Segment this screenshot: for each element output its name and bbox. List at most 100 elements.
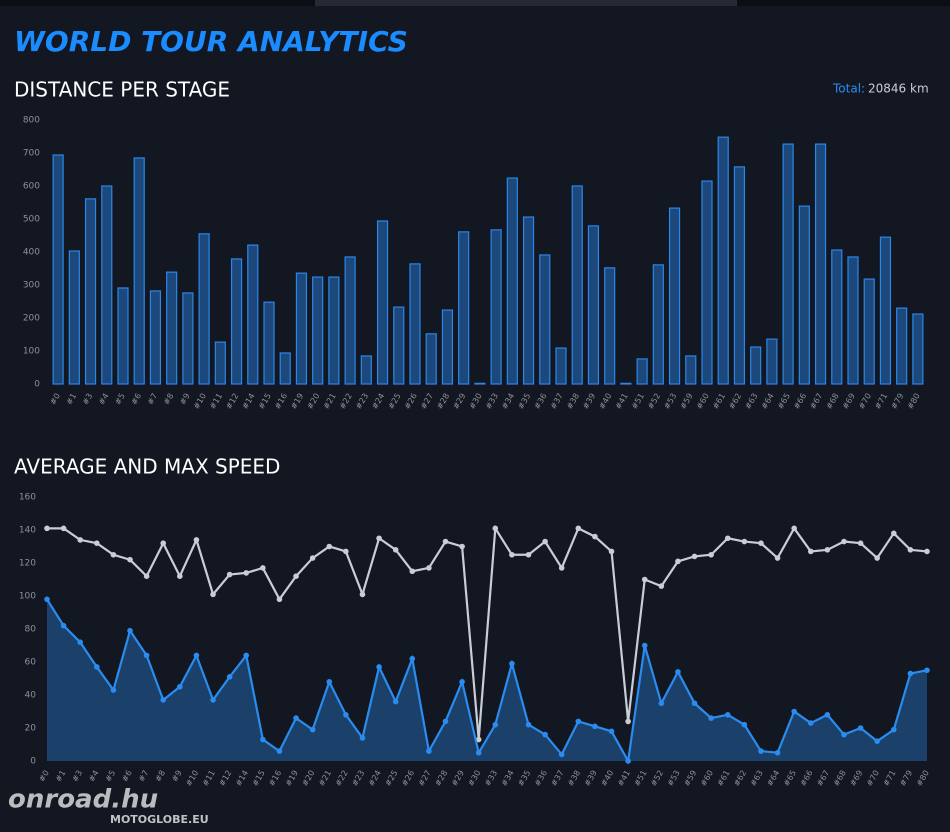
point	[409, 568, 416, 575]
y-tick-label: 600	[23, 182, 40, 192]
point	[708, 715, 714, 721]
x-tick-label: #62	[732, 769, 748, 788]
x-tick-label: #33	[484, 392, 500, 411]
point	[824, 547, 831, 553]
point	[525, 721, 532, 728]
x-tick-label: #62	[727, 392, 743, 411]
x-tick-label: #26	[400, 769, 416, 788]
bar	[490, 229, 502, 385]
point	[525, 551, 532, 558]
watermark-sub: MOTOGLOBE.EU	[110, 813, 209, 826]
y-tick-label: 140	[19, 526, 36, 536]
x-tick-label: #27	[417, 769, 433, 788]
x-tick-label: #7	[137, 769, 151, 784]
point	[641, 642, 648, 649]
x-tick-label: #63	[749, 769, 765, 788]
x-tick-label: #34	[500, 769, 516, 788]
point	[293, 573, 299, 579]
point	[691, 553, 698, 560]
point	[509, 551, 515, 558]
x-tick-label: #71	[873, 392, 889, 411]
bar	[214, 341, 226, 385]
bar	[571, 185, 583, 385]
point	[94, 664, 100, 670]
point	[658, 700, 665, 707]
bar	[782, 143, 794, 385]
point	[110, 551, 117, 558]
point	[243, 652, 250, 659]
x-tick-label: #25	[383, 769, 399, 788]
y-tick-label: 160	[19, 493, 36, 503]
point	[392, 698, 399, 705]
point	[160, 540, 167, 546]
bar	[295, 272, 308, 385]
point	[625, 758, 631, 764]
point	[824, 712, 831, 718]
point	[741, 538, 748, 545]
point	[276, 596, 283, 603]
y-tick-label: 100	[19, 592, 36, 602]
point	[44, 525, 50, 532]
bar	[230, 258, 243, 385]
bar	[685, 355, 697, 385]
x-tick-label: #24	[367, 769, 383, 788]
x-tick-label: #14	[234, 769, 250, 788]
point	[890, 726, 897, 733]
x-tick-label: #79	[889, 392, 905, 411]
bar	[312, 276, 324, 385]
x-tick-label: #3	[70, 769, 84, 784]
point	[724, 535, 731, 542]
x-tick-label: #19	[284, 769, 300, 788]
x-tick-label: #0	[48, 392, 62, 407]
x-tick-label: #22	[338, 392, 354, 411]
x-tick-label: #71	[881, 769, 897, 788]
y-tick-label: 60	[25, 658, 37, 668]
bar	[750, 346, 762, 385]
point	[874, 555, 880, 561]
bar	[166, 271, 178, 385]
point	[625, 718, 631, 725]
point	[276, 748, 283, 754]
x-tick-label: #19	[289, 392, 305, 411]
point	[210, 697, 216, 703]
x-tick-label: #68	[832, 769, 848, 788]
x-tick-label: #26	[403, 392, 419, 411]
point	[426, 565, 432, 571]
point	[542, 731, 548, 738]
line	[46, 598, 928, 765]
x-tick-label: #40	[597, 392, 613, 411]
x-tick-label: #9	[170, 769, 184, 784]
point	[426, 748, 432, 754]
x-tick-label: #79	[898, 769, 914, 788]
line	[47, 524, 928, 740]
point	[343, 712, 349, 718]
x-tick-label: #23	[354, 392, 370, 411]
point	[758, 540, 764, 546]
point	[343, 548, 349, 555]
bar	[68, 250, 80, 385]
point	[542, 538, 548, 545]
bar	[474, 382, 486, 385]
x-tick-label: #52	[649, 769, 665, 788]
point	[376, 535, 382, 542]
x-tick-label: #38	[565, 392, 581, 411]
point	[592, 533, 598, 540]
bar	[766, 338, 778, 385]
point	[309, 726, 316, 733]
x-tick-label: #60	[695, 392, 711, 411]
x-tick-label: #37	[549, 769, 565, 788]
bar	[604, 267, 616, 385]
x-tick-label: #28	[433, 769, 449, 788]
point	[143, 573, 150, 579]
point	[841, 538, 847, 545]
x-tick-label: #4	[97, 392, 111, 407]
point	[210, 591, 216, 598]
point	[558, 565, 565, 571]
bar	[149, 290, 162, 385]
x-tick-label: #6	[129, 392, 143, 407]
x-tick-label: #36	[533, 769, 549, 788]
x-tick-label: #23	[350, 769, 366, 788]
tab-strip	[315, 0, 737, 6]
